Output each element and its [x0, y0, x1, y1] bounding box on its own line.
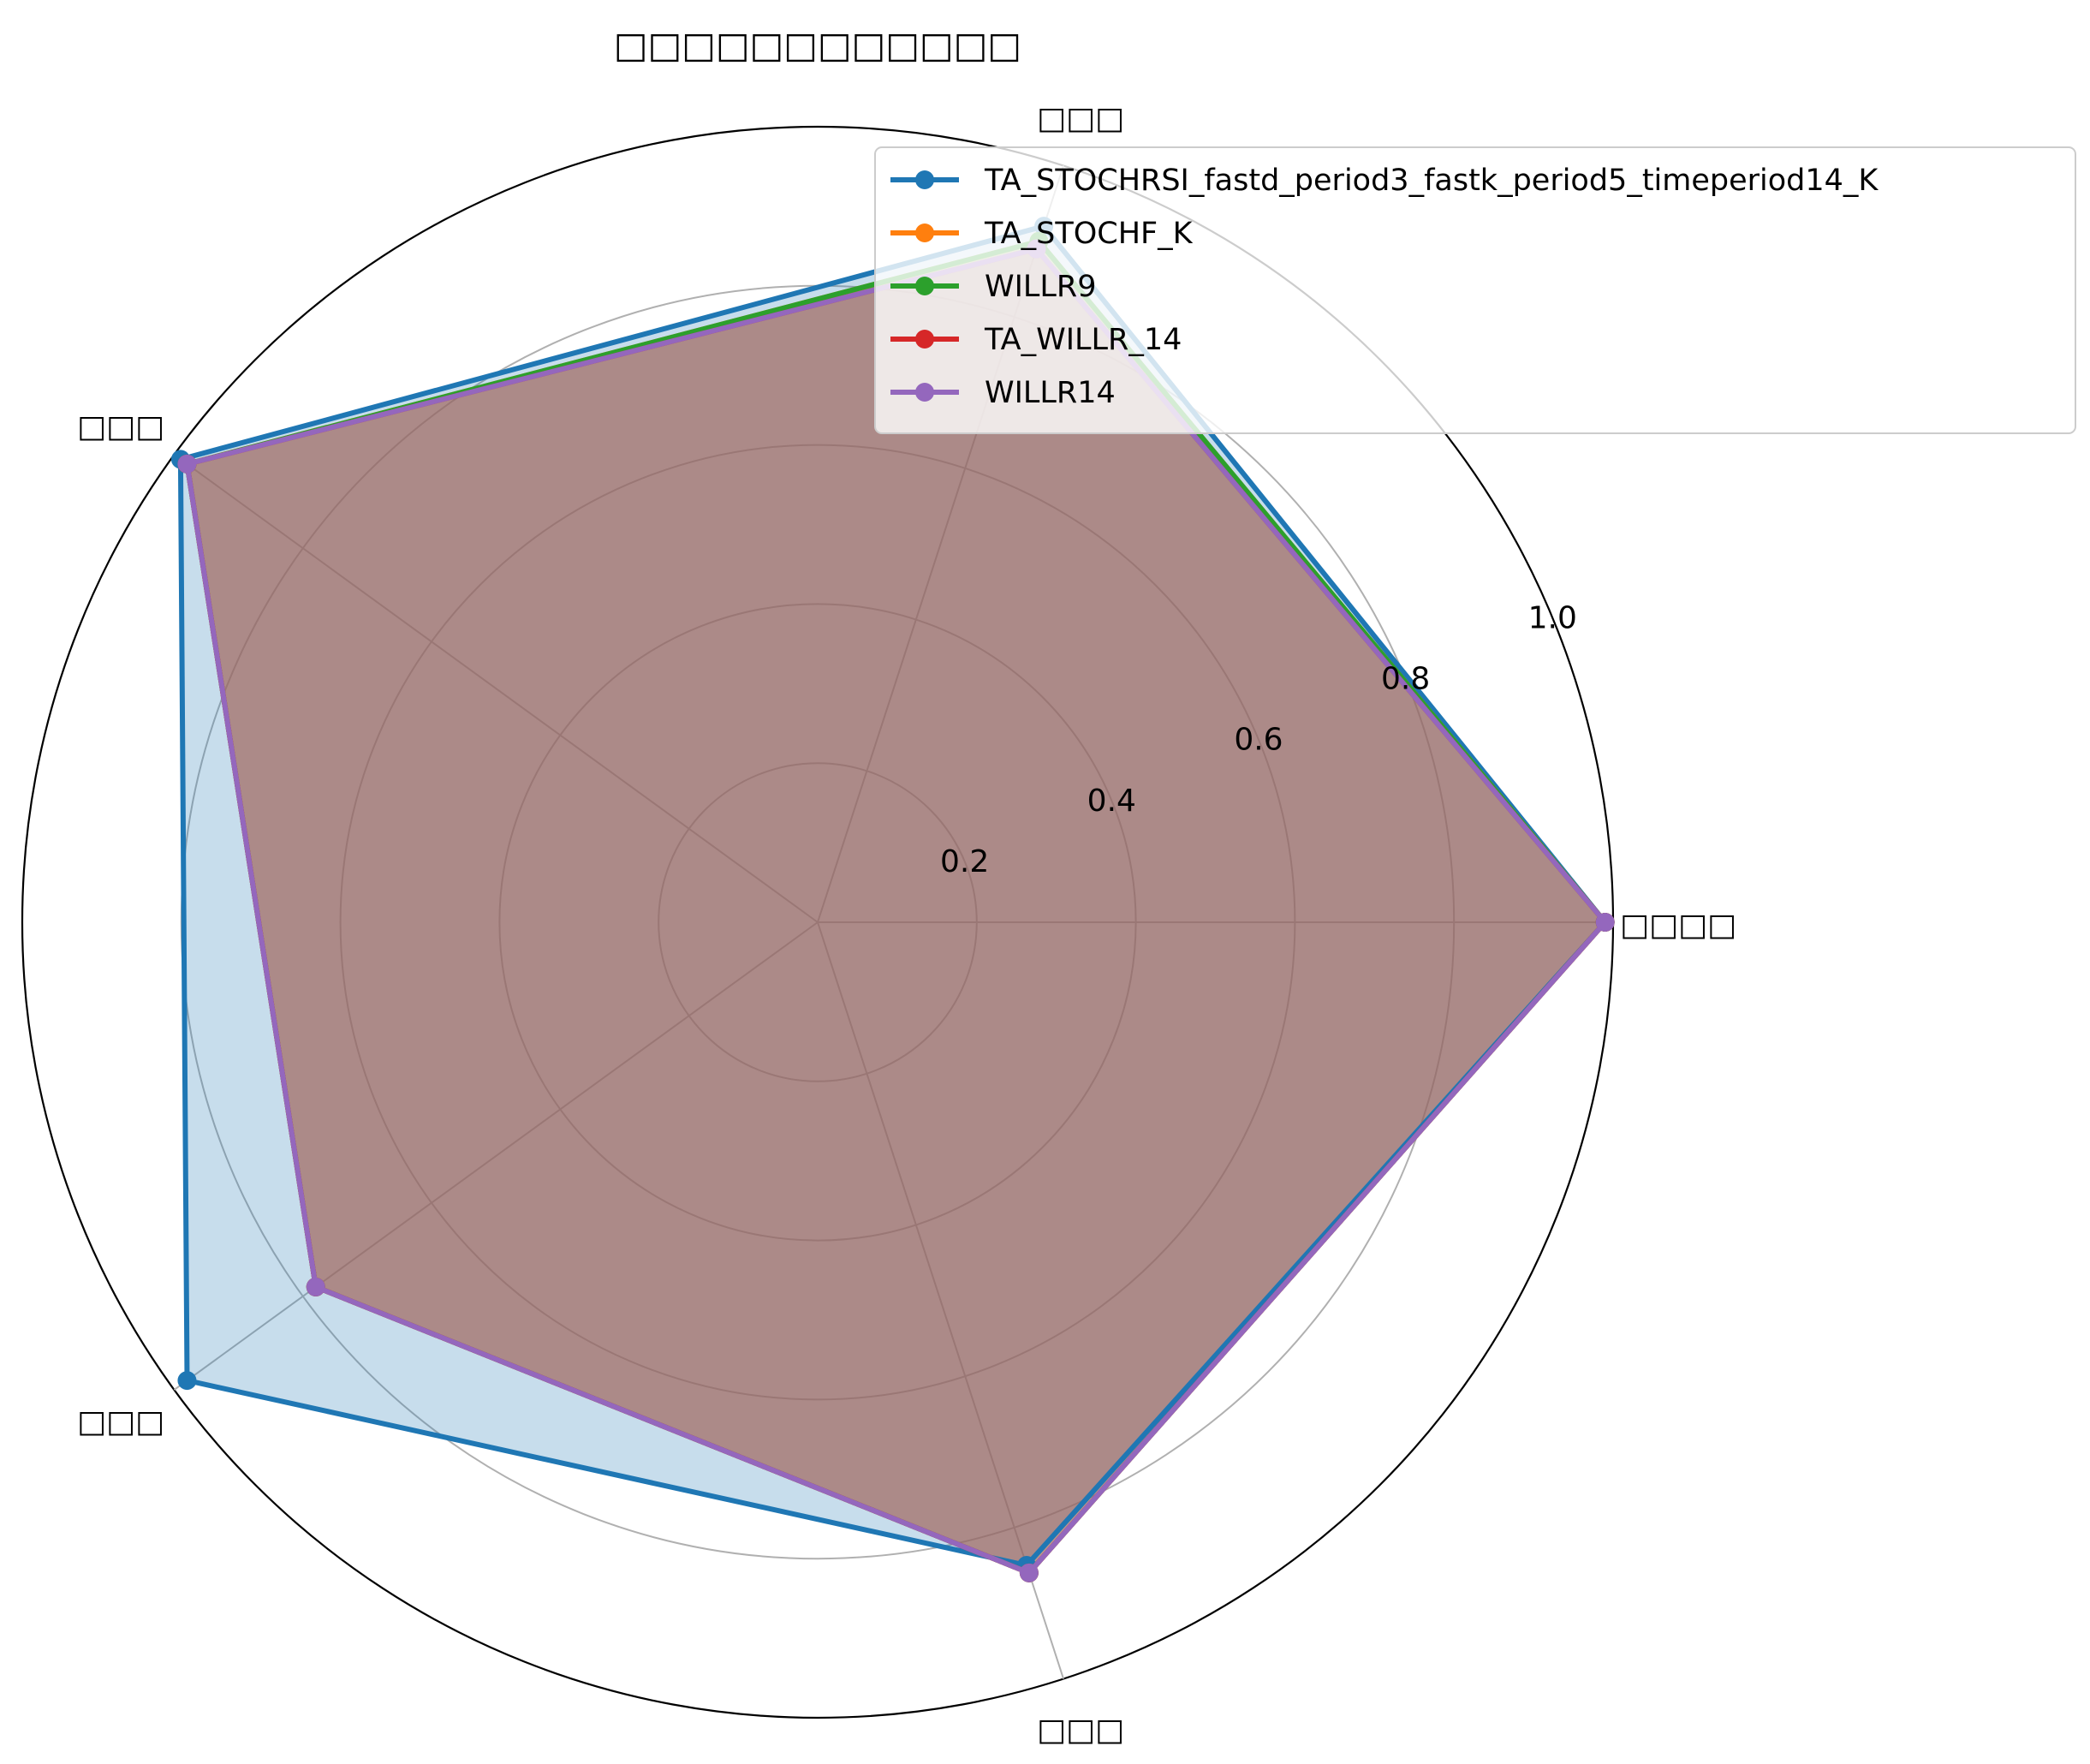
series-area: [187, 241, 1605, 1573]
radial-tick-label: 0.4: [1087, 784, 1136, 819]
radar-spoke: [817, 921, 1065, 1679]
series-point: [306, 1277, 325, 1296]
radial-tick-label: 1.0: [1528, 600, 1577, 635]
series-area: [187, 241, 1605, 1573]
legend-swatch-marker: [915, 383, 934, 402]
radial-tick-label: 0.2: [940, 844, 989, 879]
series-area: [187, 248, 1605, 1573]
radial-tick-label: 0.8: [1381, 662, 1430, 697]
legend-label: TA_STOCHRSI_fastd_period3_fastk_period5_…: [984, 164, 1879, 198]
legend-swatch-marker: [915, 170, 934, 189]
legend-entry: TA_STOCHF_K: [890, 217, 1194, 251]
legend-label: TA_STOCHF_K: [984, 217, 1194, 251]
legend-swatch-marker: [915, 223, 934, 242]
axis-label: □□□: [1037, 101, 1124, 136]
legend-swatch-marker: [915, 330, 934, 349]
legend-entry: TA_STOCHRSI_fastd_period3_fastk_period5_…: [890, 164, 1879, 198]
legend-entry: WILLR9: [890, 270, 1097, 304]
series-point: [177, 454, 197, 474]
series-point: [1019, 1563, 1039, 1582]
legend-label: TA_WILLR_14: [984, 323, 1182, 357]
chart-title: □□□□□□□□□□□□: [614, 24, 1021, 66]
radial-tick-labels: 0.2 0.4 0.6 0.8 1.0: [940, 600, 1577, 879]
series-point: [1595, 913, 1615, 932]
series-area: [187, 248, 1605, 1573]
series-area: [180, 226, 1605, 1566]
legend-entry: TA_WILLR_14: [890, 323, 1182, 357]
radar-spoke: [173, 454, 819, 923]
series-point: [177, 1371, 197, 1391]
axis-label: □□□: [1037, 1713, 1124, 1748]
axis-label: □□□: [77, 409, 164, 444]
legend-entry: WILLR14: [890, 376, 1116, 410]
radar-grid: [21, 125, 1615, 1719]
legend-swatch-marker: [915, 277, 934, 295]
axis-label: □□□□: [1620, 908, 1736, 943]
series-fills: [180, 226, 1605, 1573]
legend-box: [874, 146, 2076, 434]
radial-tick-label: 0.6: [1234, 723, 1283, 758]
legend-label: WILLR14: [985, 376, 1116, 410]
legend: TA_STOCHRSI_fastd_period3_fastk_period5_…: [874, 146, 2076, 434]
axis-labels: □□□□□□□□□□□□□□□□: [77, 101, 1736, 1748]
radar-spoke: [173, 921, 819, 1391]
legend-label: WILLR9: [985, 270, 1097, 304]
axis-label: □□□: [77, 1404, 164, 1439]
